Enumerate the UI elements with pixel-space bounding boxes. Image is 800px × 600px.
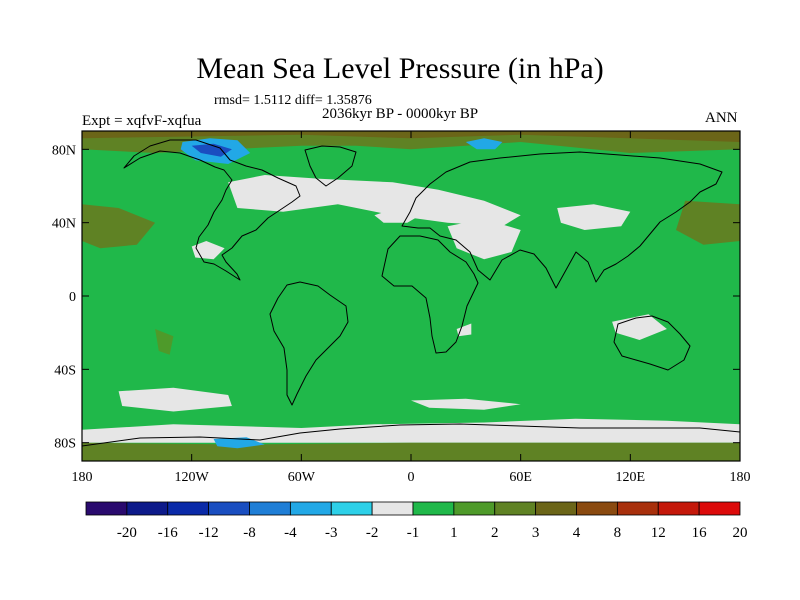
coastline-eurasia: [401, 151, 723, 289]
season-label: ANN: [705, 110, 738, 126]
colorbar-label: 3: [532, 525, 540, 541]
coastlines: [82, 139, 740, 447]
colorbar-label: -2: [366, 525, 379, 541]
colorbar-label: -8: [243, 525, 256, 541]
experiment-label: Expt = xqfvF-xqfua: [82, 113, 202, 129]
colorbar-label: 16: [692, 525, 708, 541]
y-tick-label: 80S: [54, 437, 76, 452]
chart-title: Mean Sea Level Pressure (in hPa): [196, 52, 604, 85]
field-region-14: [82, 442, 740, 461]
field-region-19: [465, 138, 503, 150]
colorbar-box: [371, 501, 414, 516]
colorbar-label: -4: [284, 525, 297, 541]
colorbar-box: [167, 501, 210, 516]
colorbar-box: [289, 501, 332, 516]
coastline-greenland: [304, 145, 357, 187]
y-tick-label: 40N: [52, 217, 76, 232]
colorbar-box: [616, 501, 659, 516]
colorbar-box: [535, 501, 577, 516]
field-region-0: [82, 131, 740, 461]
field-region-7: [612, 314, 667, 340]
coastline-south-america: [269, 281, 349, 406]
colorbar-label: -3: [325, 525, 338, 541]
colorbar-box: [85, 501, 128, 516]
colorbar-label: -1: [407, 525, 420, 541]
colorbar-box: [330, 501, 373, 516]
period-subtitle: 2036kyr BP - 0000kyr BP: [321, 106, 479, 122]
colorbar-box: [412, 501, 455, 516]
colorbar-label: 2: [491, 525, 499, 541]
field-region-3: [374, 208, 421, 223]
colorbar-box: [698, 501, 741, 516]
field-region-4: [557, 204, 631, 230]
x-tick-label: 180: [72, 470, 93, 485]
colorbar-label: 12: [651, 525, 666, 541]
y-tick-label: 80N: [52, 143, 76, 158]
colorbar-label: -12: [199, 525, 219, 541]
field-region-2: [447, 219, 521, 260]
colorbar-box: [249, 501, 291, 516]
field-region-1: [228, 175, 521, 227]
field-region-9: [82, 418, 740, 443]
pressure-field: [82, 131, 740, 461]
field-region-18: [191, 143, 232, 157]
stats-text: rmsd= 1.5112 diff= 1.35876: [214, 93, 372, 108]
colorbar-box: [657, 501, 700, 516]
colorbar-label: -16: [158, 525, 178, 541]
field-region-6: [456, 323, 472, 337]
x-tick-label: 180: [730, 470, 751, 485]
field-region-8: [118, 387, 232, 412]
colorbar-label: 8: [614, 525, 622, 541]
colorbar-label: 1: [450, 525, 458, 541]
coastline-australia: [613, 315, 691, 371]
coastline-antarctica: [82, 423, 740, 447]
axes: 180 120W 60W 0 60E 120E 180 80N 40N 0 40S 80S: [52, 131, 751, 485]
x-tick-label: 120W: [175, 470, 210, 485]
colorbar: -20 -16 -12 -8 -4 -3 -2 -1 1 2 3 4 8 12 16 20: [85, 501, 748, 541]
colorbar-box: [453, 501, 496, 516]
colorbar-box: [126, 501, 169, 516]
colorbar-label: -20: [117, 525, 137, 541]
y-tick-label: 40S: [54, 363, 76, 378]
field-region-10: [411, 398, 521, 410]
colorbar-label: 4: [573, 525, 581, 541]
colorbar-box: [208, 501, 250, 516]
y-tick-label: 0: [69, 290, 76, 305]
x-tick-label: 120E: [616, 470, 646, 485]
x-tick-label: 0: [408, 470, 415, 485]
coastline-north-america: [123, 139, 301, 281]
x-tick-label: 60W: [288, 470, 316, 485]
field-region-15: [155, 329, 174, 355]
x-tick-label: 60E: [509, 470, 532, 485]
coastline-africa: [381, 235, 479, 354]
colorbar-box: [494, 501, 537, 516]
field-region-12: [82, 204, 156, 249]
field-region-13: [676, 200, 740, 245]
colorbar-label: 20: [733, 525, 748, 541]
colorbar-box: [576, 501, 618, 516]
